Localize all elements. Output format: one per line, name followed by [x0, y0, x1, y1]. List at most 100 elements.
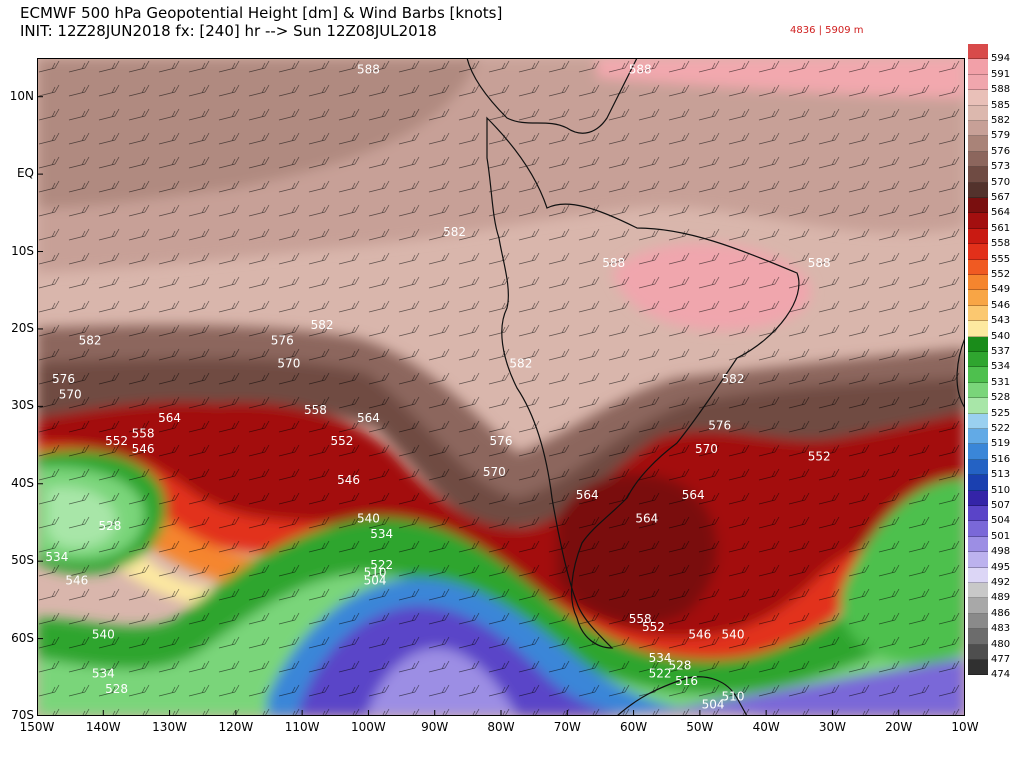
lon-label: 120W — [218, 720, 254, 734]
contour-label: 582 — [311, 318, 334, 332]
contour-label: 576 — [490, 434, 513, 448]
lon-label: 80W — [487, 720, 515, 734]
contour-label: 558 — [629, 612, 652, 626]
colorbar-label: 579 — [991, 130, 1011, 142]
contour-label: 564 — [635, 511, 658, 525]
lon-label: 10W — [951, 720, 979, 734]
colorbar-swatch — [968, 644, 988, 660]
lat-label: 60S — [11, 630, 34, 645]
colorbar-swatch — [968, 536, 988, 553]
contour-label: 510 — [364, 566, 387, 580]
colorbar-label: 564 — [991, 207, 1011, 219]
colorbar-swatch — [968, 429, 988, 445]
contour-label: 516 — [675, 674, 698, 688]
lat-label: 30S — [11, 398, 34, 413]
contour-label: 564 — [682, 488, 705, 502]
lon-label: 100W — [351, 720, 386, 734]
contour-label: 582 — [509, 357, 532, 371]
colorbar-label: 483 — [991, 623, 1011, 635]
contour-label: 588 — [629, 62, 652, 76]
colorbar-swatch — [968, 182, 988, 198]
coastline-africa-edge — [956, 337, 965, 409]
colorbar-label: 582 — [991, 115, 1011, 126]
colorbar-swatch — [968, 259, 988, 275]
colorbar-swatch — [968, 105, 988, 121]
contour-label: 504 — [702, 697, 725, 711]
contour-label: 504 — [364, 573, 387, 587]
colorbar-swatch — [968, 382, 988, 399]
lat-label: 20S — [11, 320, 34, 335]
colorbar-swatch — [968, 475, 988, 491]
contour-label: 552 — [808, 450, 831, 464]
colorbar-swatch — [968, 151, 988, 168]
lat-label: EQ — [16, 166, 34, 181]
colorbar-label: 513 — [991, 469, 1011, 481]
colorbar-swatch — [968, 352, 988, 368]
colorbar-label: 561 — [991, 222, 1011, 234]
colorbar-label: 519 — [991, 438, 1011, 450]
contour-labels: 588 588 582 588 588 582 582 576 576 570 570 582 582 5… — [45, 62, 830, 711]
lon-label: 130W — [152, 720, 187, 734]
colorbar-swatch — [968, 598, 988, 614]
lon-label: 50W — [686, 720, 714, 734]
colorbar-swatch — [968, 490, 988, 506]
contour-label: 564 — [576, 488, 599, 502]
contour-label: 546 — [337, 473, 360, 487]
contour-label: 528 — [98, 519, 121, 533]
colorbar-swatch — [968, 90, 988, 106]
contour-label: 528 — [105, 682, 128, 696]
colorbar-label: 588 — [991, 84, 1011, 96]
lat-label: 10S — [11, 243, 34, 258]
colorbar-label: 558 — [991, 238, 1011, 250]
contour-label: 546 — [688, 628, 711, 642]
lat-label: 40S — [11, 475, 34, 490]
contour-label: 510 — [722, 690, 745, 704]
colorbar-swatch — [968, 398, 988, 414]
colorbar-swatch — [968, 336, 988, 352]
contour-label: 534 — [45, 550, 68, 564]
colorbar-swatch — [968, 629, 988, 645]
colorbar-swatch — [968, 613, 988, 630]
coastline-antarctic-peninsula — [616, 676, 748, 716]
wind-barb-field — [37, 58, 965, 716]
colorbar-swatch — [968, 290, 988, 306]
contour-label: 588 — [602, 256, 625, 270]
contour-label: 576 — [271, 333, 294, 347]
colorbar-label: 591 — [991, 68, 1011, 80]
colorbar-label: 585 — [991, 99, 1011, 111]
contour-label: 546 — [132, 442, 155, 456]
colorbar-label: 498 — [991, 546, 1011, 558]
colorbar-label: 516 — [991, 453, 1011, 465]
colorbar-swatch — [968, 44, 988, 60]
contour-label: 540 — [92, 628, 115, 642]
colorbar-swatch — [968, 506, 988, 522]
colorbar-swatch — [968, 552, 988, 568]
contour-label: 564 — [158, 411, 181, 425]
lon-label: 30W — [818, 720, 846, 734]
colorbar-label: 480 — [991, 638, 1011, 650]
colorbar-label: 489 — [991, 592, 1011, 604]
colorbar-label: 492 — [991, 577, 1011, 588]
map-panel[interactable]: 588 588 582 588 588 582 582 576 576 570 570 582 582 5… — [37, 58, 965, 716]
contour-label: 522 — [370, 558, 393, 572]
colorbar-label: 552 — [991, 269, 1011, 280]
colorbar-label: 570 — [991, 176, 1011, 188]
colorbar-label: 567 — [991, 192, 1011, 203]
colorbar-swatch — [968, 74, 988, 91]
colorbar-label: 507 — [991, 500, 1011, 511]
lon-label: 110W — [284, 720, 320, 734]
colorbar-swatch — [968, 213, 988, 229]
lon-label: 140W — [85, 720, 121, 734]
contour-label: 522 — [649, 666, 672, 680]
colorbar-label: 573 — [991, 161, 1011, 173]
colorbar-label: 504 — [991, 515, 1011, 527]
colorbar-swatch — [968, 367, 988, 383]
colorbar-swatch — [968, 228, 988, 245]
colorbar-label: 510 — [991, 484, 1011, 496]
colorbar-label: 531 — [991, 376, 1011, 388]
contour-label: 570 — [695, 442, 718, 456]
colorbar-label: 549 — [991, 284, 1011, 296]
colorbar-swatch — [968, 59, 988, 75]
colorbar-swatch — [968, 660, 988, 676]
colorbar-swatch — [968, 275, 988, 291]
